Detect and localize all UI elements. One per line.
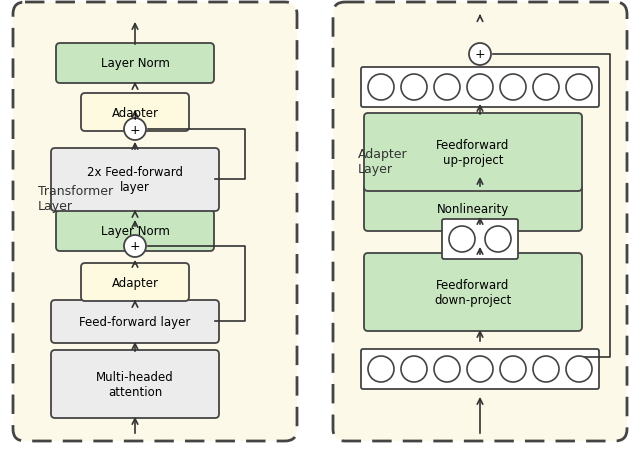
Circle shape [500,75,526,101]
FancyBboxPatch shape [51,350,219,418]
Circle shape [124,236,146,258]
Circle shape [124,119,146,141]
Text: +: + [475,48,485,61]
Circle shape [469,44,491,66]
FancyBboxPatch shape [364,114,582,192]
Text: Transformer
Layer: Transformer Layer [38,185,113,212]
Text: Feedforward
up-project: Feedforward up-project [436,139,509,167]
FancyBboxPatch shape [51,300,219,343]
FancyBboxPatch shape [81,263,189,301]
Text: Layer Norm: Layer Norm [100,57,170,71]
Circle shape [533,75,559,101]
Circle shape [485,227,511,253]
FancyBboxPatch shape [13,3,297,441]
FancyBboxPatch shape [364,186,582,232]
Text: Layer Norm: Layer Norm [100,224,170,238]
Circle shape [533,356,559,382]
Circle shape [368,75,394,101]
Circle shape [467,356,493,382]
Text: Adapter: Adapter [111,276,159,289]
Circle shape [368,356,394,382]
Text: Nonlinearity: Nonlinearity [437,202,509,215]
FancyBboxPatch shape [442,219,518,259]
FancyBboxPatch shape [81,94,189,131]
Text: +: + [130,240,140,253]
Circle shape [434,356,460,382]
FancyBboxPatch shape [361,349,599,389]
Text: 2x Feed-forward
layer: 2x Feed-forward layer [87,166,183,194]
Text: Adapter
Layer: Adapter Layer [358,148,408,176]
Circle shape [434,75,460,101]
Circle shape [467,75,493,101]
Text: Adapter: Adapter [111,106,159,119]
Circle shape [500,356,526,382]
FancyBboxPatch shape [364,253,582,331]
FancyBboxPatch shape [56,44,214,84]
FancyBboxPatch shape [56,211,214,252]
Circle shape [401,75,427,101]
FancyBboxPatch shape [51,149,219,212]
FancyBboxPatch shape [361,68,599,108]
Circle shape [401,356,427,382]
Circle shape [566,356,592,382]
Text: +: + [130,123,140,136]
Text: Feedforward
down-project: Feedforward down-project [435,278,511,306]
Circle shape [449,227,475,253]
Text: Feed-forward layer: Feed-forward layer [79,315,191,328]
FancyBboxPatch shape [333,3,627,441]
Circle shape [566,75,592,101]
Text: Multi-headed
attention: Multi-headed attention [96,370,174,398]
